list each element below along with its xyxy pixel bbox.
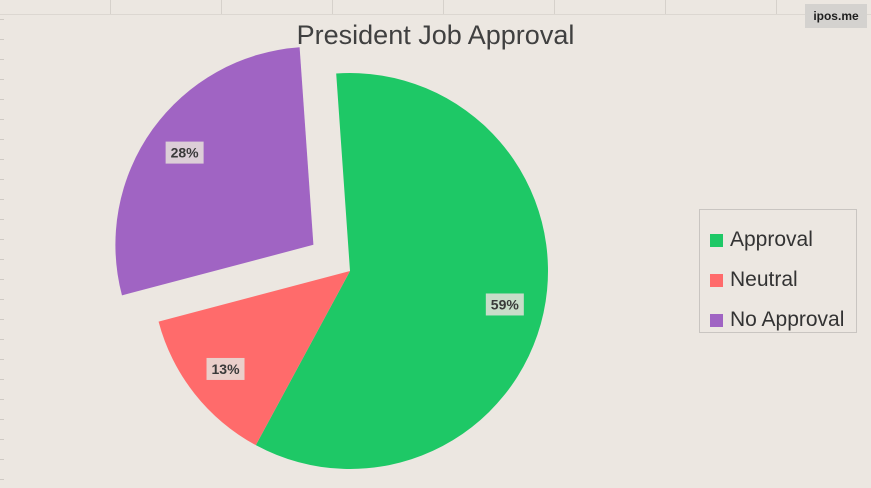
legend-label-approval: Approval xyxy=(730,228,813,251)
pie-slice-neutral xyxy=(158,271,350,446)
spreadsheet-grid-top xyxy=(0,0,871,15)
data-label-neutral: 13% xyxy=(206,357,245,380)
data-label-background xyxy=(165,141,204,164)
spreadsheet-grid-left xyxy=(0,0,4,488)
data-label-text: 28% xyxy=(171,145,200,161)
data-label-approval: 59% xyxy=(485,293,524,316)
legend-item-neutral: Neutral xyxy=(710,260,856,300)
watermark-badge: ipos.me xyxy=(805,4,867,28)
chart-legend: Approval Neutral No Approval xyxy=(699,209,857,333)
data-label-no-approval: 28% xyxy=(165,141,204,164)
chart-title: President Job Approval xyxy=(296,20,575,50)
legend-swatch-approval xyxy=(710,233,723,247)
data-label-text: 13% xyxy=(212,361,241,377)
legend-item-no-approval: No Approval xyxy=(710,300,856,340)
legend-label-no-approval: No Approval xyxy=(730,308,845,331)
legend-swatch-neutral xyxy=(710,273,723,287)
data-label-background xyxy=(485,293,524,316)
data-label-text: 59% xyxy=(491,296,520,312)
legend-item-approval: Approval xyxy=(710,220,856,260)
legend-swatch-no-approval xyxy=(710,313,723,327)
pie-slice-no-approval xyxy=(115,47,314,296)
data-label-background xyxy=(206,357,245,380)
legend-label-neutral: Neutral xyxy=(730,268,798,291)
pie-slice-approval xyxy=(255,73,548,470)
